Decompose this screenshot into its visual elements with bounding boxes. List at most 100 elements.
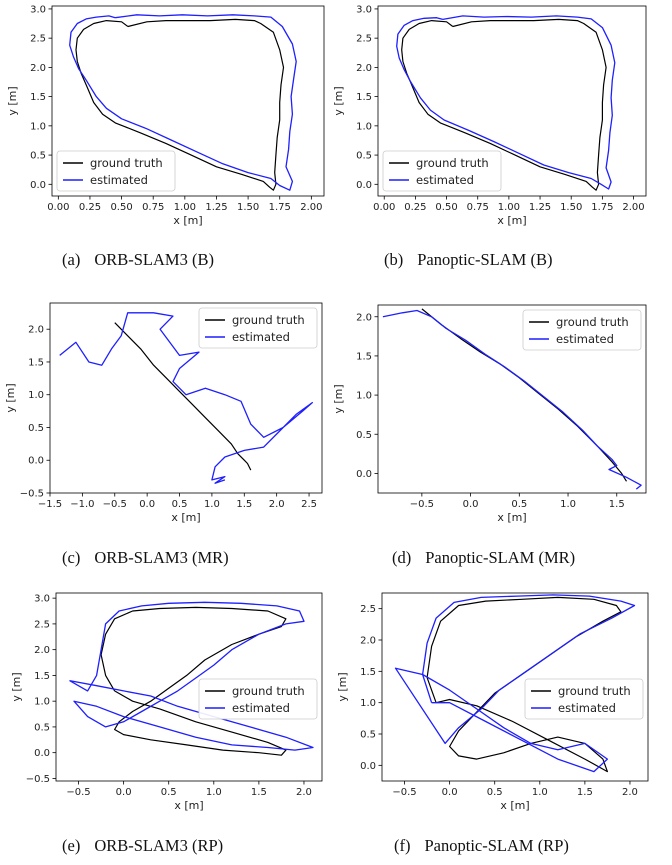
- x-tick-label: 1.00: [498, 202, 520, 213]
- x-tick-label: 1.75: [269, 202, 291, 213]
- x-tick-label: 1.50: [237, 202, 259, 213]
- x-tick-label: 0.5: [172, 499, 188, 510]
- y-tick-label: 0.5: [28, 423, 44, 434]
- caption-b-text: Panoptic-SLAM (B): [417, 250, 553, 269]
- y-tick-label: 1.0: [356, 391, 372, 402]
- chart-panel-f: −0.5 0.0 0.5 1.0 1.5 2.0 0.0 0.5 1.0 1.5 2.0 2.5 x […: [336, 585, 672, 823]
- x-tick-label: 0.00: [373, 202, 395, 213]
- series-line-estimated: [69, 601, 314, 751]
- x-tick-label: 2.00: [300, 202, 322, 213]
- x-tick-label: 2.0: [296, 787, 312, 798]
- y-tick-label: 2.0: [356, 312, 372, 323]
- legend-box: [198, 307, 318, 349]
- y-axis-label: y [m]: [332, 384, 345, 413]
- y-tick-label: 2.5: [34, 619, 50, 630]
- series-line-estimated: [382, 309, 642, 490]
- y-axis-label: y [m]: [336, 672, 349, 701]
- y-tick-label: 1.5: [28, 357, 44, 368]
- y-tick-label: 1.0: [356, 121, 372, 132]
- legend-label: estimated: [416, 173, 474, 187]
- caption-e: (e) ORB-SLAM3 (RP): [62, 836, 223, 856]
- x-tick-label: 0.00: [47, 202, 69, 213]
- caption-d-tag: (d): [392, 548, 412, 567]
- x-axis-label: x [m]: [500, 799, 529, 812]
- x-tick-label: 0.0: [116, 787, 132, 798]
- y-tick-label: 2.0: [30, 63, 46, 74]
- legend-box: [522, 309, 642, 351]
- y-tick-label: 2.0: [34, 645, 50, 656]
- chart-e: −0.5 0.0 0.5 1.0 1.5 2.0 −0.5 0.0 0.5 1.0 1.5 2.0 2.…: [10, 592, 323, 812]
- x-tick-label: 0.25: [404, 202, 426, 213]
- legend-label: estimated: [556, 332, 614, 346]
- caption-d-text: Panoptic-SLAM (MR): [425, 548, 576, 567]
- caption-c: (c) ORB-SLAM3 (MR): [62, 548, 229, 568]
- y-tick-label: 2.0: [28, 325, 44, 336]
- y-tick-label: 3.0: [30, 4, 46, 15]
- caption-b: (b) Panoptic-SLAM (B): [384, 250, 552, 270]
- y-tick-label: 0.0: [30, 180, 46, 191]
- x-tick-label: 2.5: [301, 499, 317, 510]
- chart-a: 0.00 0.25 0.50 0.75 1.00 1.25 1.50 1.75 2.00 0.0 0…: [6, 4, 325, 227]
- x-tick-label: 2.0: [269, 499, 285, 510]
- x-tick-label: 1.0: [560, 499, 576, 510]
- x-tick-label: 0.50: [435, 202, 457, 213]
- x-tick-label: 1.5: [577, 787, 593, 798]
- legend-label: estimated: [558, 701, 616, 715]
- chart-f: −0.5 0.0 0.5 1.0 1.5 2.0 0.0 0.5 1.0 1.5 2.0 2.5 x […: [336, 592, 649, 812]
- y-tick-label: 1.0: [30, 121, 46, 132]
- caption-c-text: ORB-SLAM3 (MR): [94, 548, 229, 567]
- legend-label: ground truth: [416, 156, 489, 170]
- y-tick-label: 2.0: [360, 636, 376, 647]
- y-tick-label: 0.0: [34, 748, 50, 759]
- chart-c: −1.5 −1.0 −0.5 0.0 0.5 1.0 1.5 2.0 2.5 −0.5 0.0 0.5…: [4, 302, 323, 524]
- series-line-estimated: [59, 312, 313, 484]
- x-tick-label: −1.5: [38, 499, 62, 510]
- caption-c-tag: (c): [62, 548, 81, 567]
- series-line-ground-truth: [114, 322, 252, 471]
- y-tick-label: 1.5: [30, 92, 46, 103]
- x-axis-label: x [m]: [171, 511, 200, 524]
- y-tick-label: 3.0: [356, 4, 372, 15]
- series-line-estimated: [394, 594, 636, 773]
- chart-b: 0.00 0.25 0.50 0.75 1.00 1.25 1.50 1.75 2.00 0.0 0…: [332, 4, 647, 227]
- y-axis-label: y [m]: [4, 383, 17, 412]
- caption-a-tag: (a): [62, 250, 81, 269]
- x-tick-label: −0.5: [66, 787, 90, 798]
- x-tick-label: 0.0: [139, 499, 155, 510]
- x-axis-label: x [m]: [497, 214, 526, 227]
- legend-label: estimated: [90, 173, 148, 187]
- chart-panel-d: −0.5 0.0 0.5 1.0 1.5 0.0 0.5 1.0 1.5 2.0 x [m] y [m…: [332, 295, 672, 537]
- x-tick-label: 0.0: [442, 787, 458, 798]
- x-tick-label: 0.75: [467, 202, 489, 213]
- chart-d: −0.5 0.0 0.5 1.0 1.5 0.0 0.5 1.0 1.5 2.0 x [m] y [m…: [332, 304, 647, 524]
- series-line-ground-truth: [75, 18, 285, 191]
- y-axis-label: y [m]: [6, 86, 19, 115]
- x-tick-label: −1.0: [70, 499, 94, 510]
- x-tick-label: 0.5: [487, 787, 503, 798]
- caption-f: (f) Panoptic-SLAM (RP): [394, 836, 569, 856]
- y-tick-label: 0.0: [28, 456, 44, 467]
- x-tick-label: 1.50: [560, 202, 582, 213]
- x-tick-label: 0.5: [511, 499, 527, 510]
- x-tick-label: 0.0: [463, 499, 479, 510]
- x-tick-label: 1.25: [529, 202, 551, 213]
- x-tick-label: 0.5: [161, 787, 177, 798]
- caption-e-text: ORB-SLAM3 (RP): [94, 836, 224, 855]
- y-tick-label: −0.5: [26, 774, 50, 785]
- legend-label: ground truth: [232, 684, 305, 698]
- legend-label: estimated: [232, 330, 290, 344]
- y-tick-label: 2.5: [360, 604, 376, 615]
- x-tick-label: −0.5: [392, 787, 416, 798]
- y-axis-label: y [m]: [10, 672, 23, 701]
- x-axis-label: x [m]: [497, 511, 526, 524]
- series-line-ground-truth: [401, 18, 607, 191]
- caption-a-text: ORB-SLAM3 (B): [94, 250, 214, 269]
- y-tick-label: 0.5: [360, 730, 376, 741]
- y-tick-label: 2.5: [356, 34, 372, 45]
- legend-box: [524, 678, 644, 720]
- x-axis-label: x [m]: [174, 799, 203, 812]
- x-tick-label: 0.75: [142, 202, 164, 213]
- x-tick-label: 2.0: [622, 787, 638, 798]
- legend-label: ground truth: [558, 684, 631, 698]
- chart-panel-e: −0.5 0.0 0.5 1.0 1.5 2.0 −0.5 0.0 0.5 1.0 1.5 2.0 2.…: [0, 585, 336, 823]
